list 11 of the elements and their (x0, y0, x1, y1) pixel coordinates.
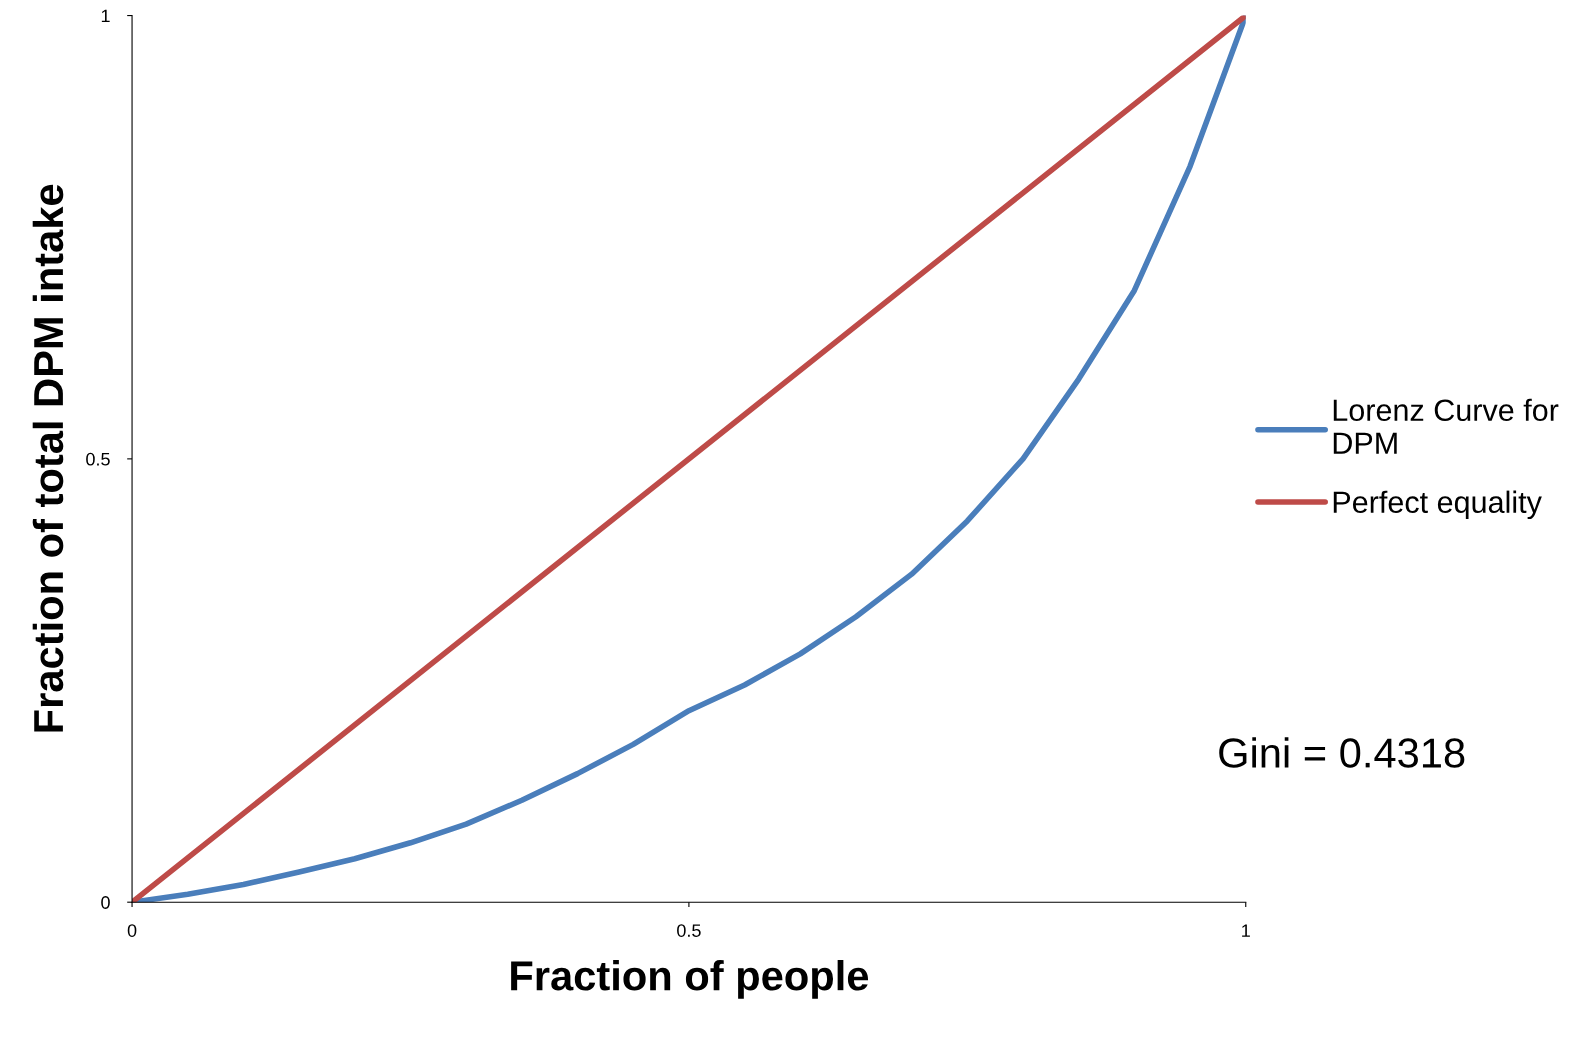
x-tick-label: 0 (127, 924, 137, 937)
y-axis-title: Fraction of total DPM intake (32, 184, 64, 732)
legend-label: Lorenz Curve for DPM (1333, 398, 1559, 454)
y-tick-label: 0 (101, 896, 110, 909)
y-tick-label: 0.5 (86, 452, 110, 466)
y-tick-label: 1 (101, 9, 110, 23)
x-tick-label: 0.5 (677, 924, 701, 937)
annotation: Gini = 0.4318 (1219, 737, 1465, 768)
legend-label: Perfect equality (1333, 490, 1542, 520)
x-axis-title: Fraction of people (511, 959, 869, 999)
x-tick-label: 1 (1242, 924, 1250, 937)
